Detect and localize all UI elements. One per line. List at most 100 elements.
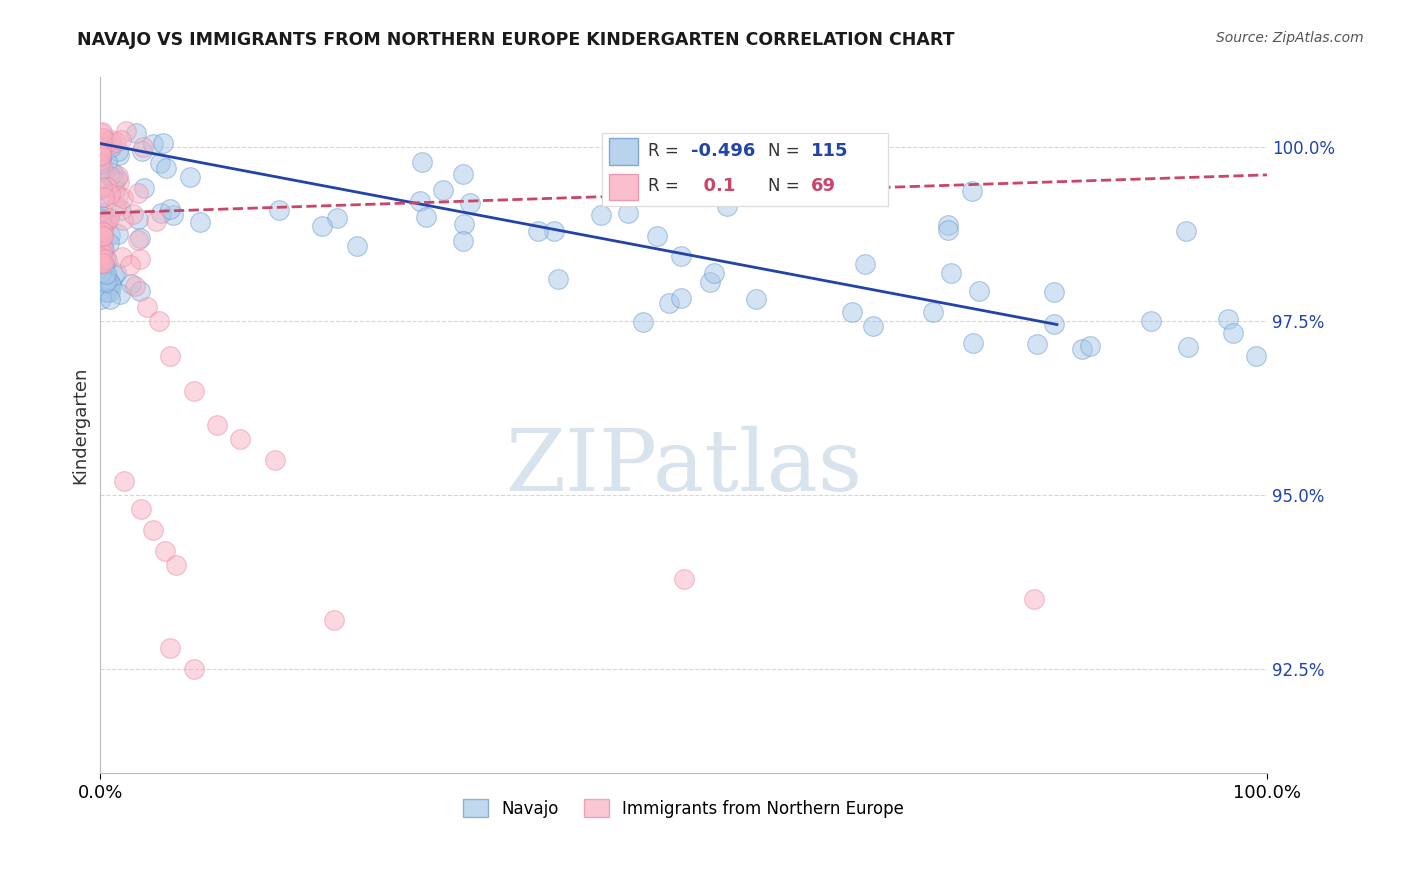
Point xyxy=(962,336,984,351)
Point xyxy=(89,233,111,247)
Point xyxy=(131,145,153,159)
Point xyxy=(841,305,863,319)
Point xyxy=(98,285,121,300)
Point xyxy=(411,155,433,169)
Point xyxy=(103,173,125,187)
Point xyxy=(100,137,122,152)
Point xyxy=(149,155,172,169)
Point xyxy=(89,157,111,171)
Point xyxy=(1022,592,1045,607)
Point xyxy=(94,285,117,299)
Point xyxy=(745,292,768,306)
Point xyxy=(98,211,121,225)
Point xyxy=(93,136,115,151)
Point xyxy=(120,277,142,291)
Point xyxy=(111,213,134,227)
Point xyxy=(91,276,114,290)
Point xyxy=(89,153,111,168)
Point xyxy=(969,284,991,298)
Point xyxy=(432,183,454,197)
Point xyxy=(90,148,112,162)
Point xyxy=(131,140,153,154)
Point xyxy=(100,132,122,146)
Point xyxy=(128,252,150,267)
Point xyxy=(89,137,111,152)
Point xyxy=(107,188,129,202)
Point xyxy=(129,285,152,299)
Point xyxy=(104,183,127,197)
Y-axis label: Kindergarten: Kindergarten xyxy=(72,367,89,484)
Point xyxy=(90,153,112,167)
Point xyxy=(939,266,962,280)
Point xyxy=(101,166,124,180)
Point xyxy=(91,219,114,233)
Point xyxy=(1043,318,1066,332)
Point xyxy=(107,169,129,183)
Point xyxy=(1070,342,1092,356)
Point xyxy=(716,199,738,213)
Text: Source: ZipAtlas.com: Source: ZipAtlas.com xyxy=(1216,31,1364,45)
Point xyxy=(108,286,131,301)
Point xyxy=(142,136,165,151)
Point xyxy=(672,572,695,586)
Point xyxy=(922,304,945,318)
Point xyxy=(91,143,114,157)
Point xyxy=(1043,285,1066,300)
Point xyxy=(90,125,112,139)
Point xyxy=(96,253,118,268)
Point xyxy=(153,543,176,558)
Point xyxy=(112,474,135,488)
Point xyxy=(98,292,121,306)
Point xyxy=(94,267,117,281)
Point xyxy=(100,140,122,154)
Point xyxy=(90,147,112,161)
Point xyxy=(127,233,149,247)
Point xyxy=(1175,224,1198,238)
Point xyxy=(107,227,129,241)
Point xyxy=(90,237,112,252)
Point xyxy=(229,433,252,447)
Point xyxy=(104,266,127,280)
Point xyxy=(96,134,118,148)
Point xyxy=(1216,311,1239,326)
Point xyxy=(100,169,122,184)
Point xyxy=(617,206,640,220)
Point xyxy=(142,523,165,537)
Point xyxy=(94,252,117,266)
Point xyxy=(91,205,114,219)
Point xyxy=(671,249,693,263)
Point xyxy=(346,239,368,253)
Point xyxy=(129,230,152,244)
Point xyxy=(90,211,112,226)
Point xyxy=(148,314,170,328)
Point xyxy=(90,265,112,279)
Point xyxy=(108,175,131,189)
Point xyxy=(91,240,114,254)
Point xyxy=(1078,338,1101,352)
Point xyxy=(90,245,112,260)
Point xyxy=(127,212,149,227)
Point xyxy=(90,292,112,306)
Point xyxy=(631,315,654,329)
Point xyxy=(188,215,211,229)
Point xyxy=(159,349,181,363)
Point xyxy=(110,133,132,147)
Point xyxy=(91,256,114,270)
Point xyxy=(104,199,127,213)
Point xyxy=(98,187,121,202)
Point xyxy=(129,502,152,516)
Point xyxy=(111,191,134,205)
Point xyxy=(165,558,187,572)
Point xyxy=(179,169,201,184)
Point xyxy=(460,195,482,210)
Point xyxy=(699,275,721,289)
Point xyxy=(98,276,121,290)
Point xyxy=(94,275,117,289)
Point xyxy=(107,144,129,158)
Point xyxy=(96,179,118,194)
Point xyxy=(107,148,129,162)
Point xyxy=(1244,349,1267,363)
Point xyxy=(91,254,114,268)
Point xyxy=(91,217,114,231)
Point xyxy=(89,182,111,196)
